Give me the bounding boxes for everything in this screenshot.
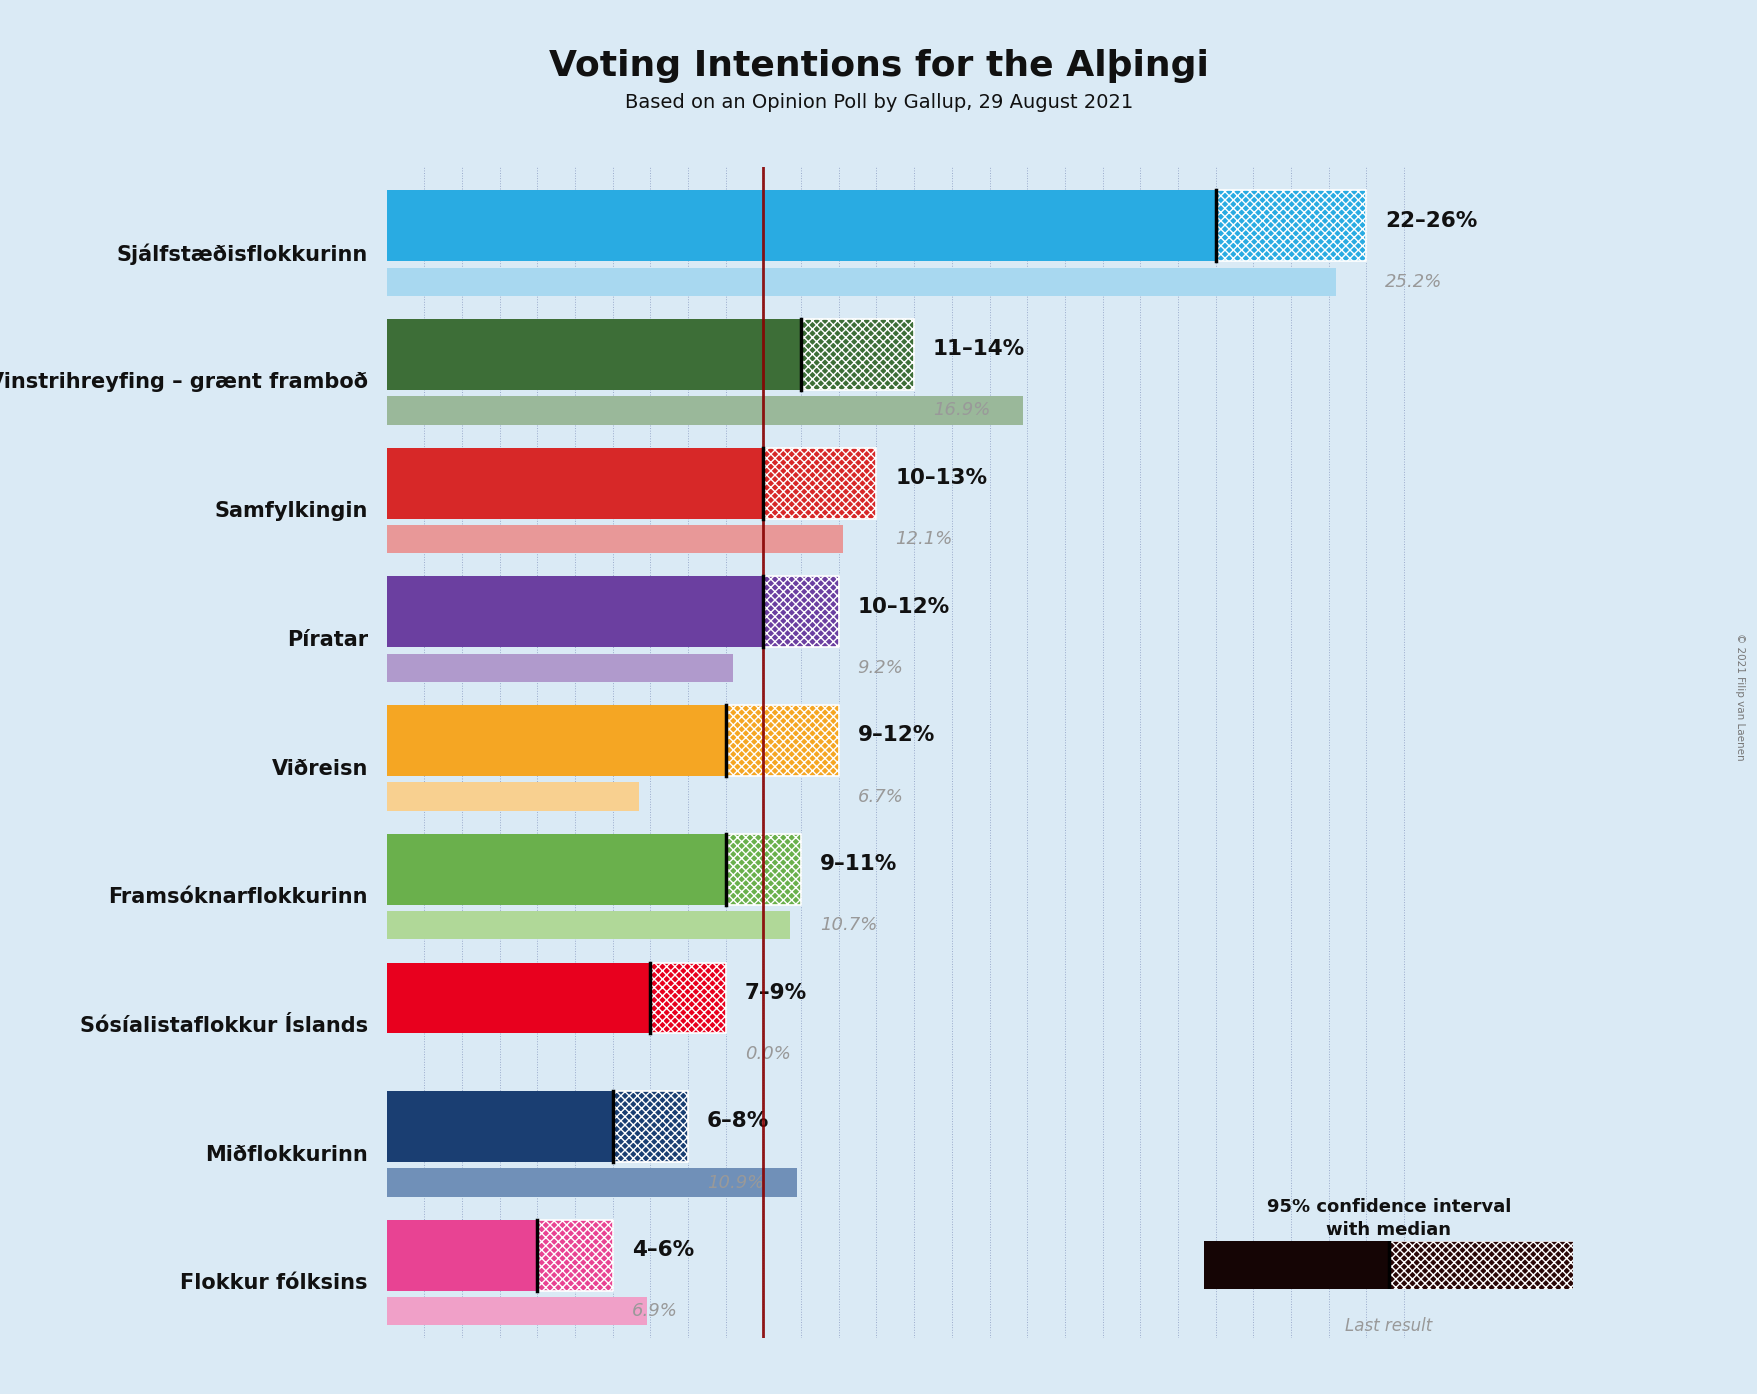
Bar xyxy=(650,962,726,1033)
Bar xyxy=(387,396,1023,425)
Bar xyxy=(387,447,763,519)
Text: Flokkur fólksins: Flokkur fólksins xyxy=(181,1273,367,1294)
Bar xyxy=(387,1220,538,1291)
Text: 9–12%: 9–12% xyxy=(857,725,935,746)
Text: Samfylkingin: Samfylkingin xyxy=(214,502,367,521)
Bar xyxy=(387,268,1335,296)
Bar xyxy=(387,577,763,647)
Text: 10–13%: 10–13% xyxy=(894,468,987,488)
Bar xyxy=(387,834,726,905)
Text: Framsóknarflokkurinn: Framsóknarflokkurinn xyxy=(109,887,367,907)
Bar xyxy=(763,447,877,519)
Text: 16.9%: 16.9% xyxy=(933,401,989,420)
Text: 0.0%: 0.0% xyxy=(745,1046,791,1062)
Bar xyxy=(1214,191,1365,261)
Bar xyxy=(1204,1241,1388,1289)
Text: 22–26%: 22–26% xyxy=(1385,210,1476,230)
Text: Sósíalistaflokkur Íslands: Sósíalistaflokkur Íslands xyxy=(79,1016,367,1036)
Bar xyxy=(387,1296,647,1326)
Bar xyxy=(387,912,789,940)
Text: 9–11%: 9–11% xyxy=(819,855,896,874)
Text: 6.9%: 6.9% xyxy=(631,1302,676,1320)
Text: 10.7%: 10.7% xyxy=(819,916,877,934)
Bar xyxy=(387,1092,613,1163)
Bar xyxy=(763,577,838,647)
Bar xyxy=(726,834,801,905)
Bar xyxy=(387,191,1214,261)
Bar xyxy=(613,1092,687,1163)
Bar xyxy=(387,526,842,553)
Text: Viðreisn: Viðreisn xyxy=(271,758,367,778)
Bar xyxy=(387,782,640,811)
Text: 11–14%: 11–14% xyxy=(933,339,1024,360)
Text: Miðflokkurinn: Miðflokkurinn xyxy=(206,1144,367,1164)
Text: 12.1%: 12.1% xyxy=(894,530,952,548)
Bar xyxy=(1388,1241,1573,1289)
Text: 4–6%: 4–6% xyxy=(631,1241,694,1260)
Text: 6–8%: 6–8% xyxy=(706,1111,770,1132)
Text: 10–12%: 10–12% xyxy=(857,597,949,616)
Bar xyxy=(387,962,650,1033)
Text: 6.7%: 6.7% xyxy=(857,788,903,806)
Text: 7–9%: 7–9% xyxy=(745,983,806,1002)
Text: 9.2%: 9.2% xyxy=(857,659,903,677)
Text: Píratar: Píratar xyxy=(286,630,367,650)
Bar xyxy=(387,654,733,682)
Text: © 2021 Filip van Laenen: © 2021 Filip van Laenen xyxy=(1734,633,1745,761)
Text: Vinstrihreyfing – grænt framboð: Vinstrihreyfing – grænt framboð xyxy=(0,372,367,393)
Text: Voting Intentions for the Alþingi: Voting Intentions for the Alþingi xyxy=(548,49,1209,82)
Bar xyxy=(801,319,914,390)
Bar xyxy=(387,319,801,390)
Bar xyxy=(538,1220,613,1291)
Bar xyxy=(387,1168,798,1196)
Text: Sjálfstæðisflokkurinn: Sjálfstæðisflokkurinn xyxy=(116,243,367,265)
Text: with median: with median xyxy=(1325,1221,1451,1239)
Text: Last result: Last result xyxy=(1344,1317,1432,1335)
Bar xyxy=(726,705,838,776)
Text: 25.2%: 25.2% xyxy=(1385,273,1441,291)
Bar xyxy=(387,705,726,776)
Text: 10.9%: 10.9% xyxy=(706,1174,764,1192)
Text: Based on an Opinion Poll by Gallup, 29 August 2021: Based on an Opinion Poll by Gallup, 29 A… xyxy=(624,93,1133,113)
Text: 95% confidence interval: 95% confidence interval xyxy=(1265,1197,1511,1216)
